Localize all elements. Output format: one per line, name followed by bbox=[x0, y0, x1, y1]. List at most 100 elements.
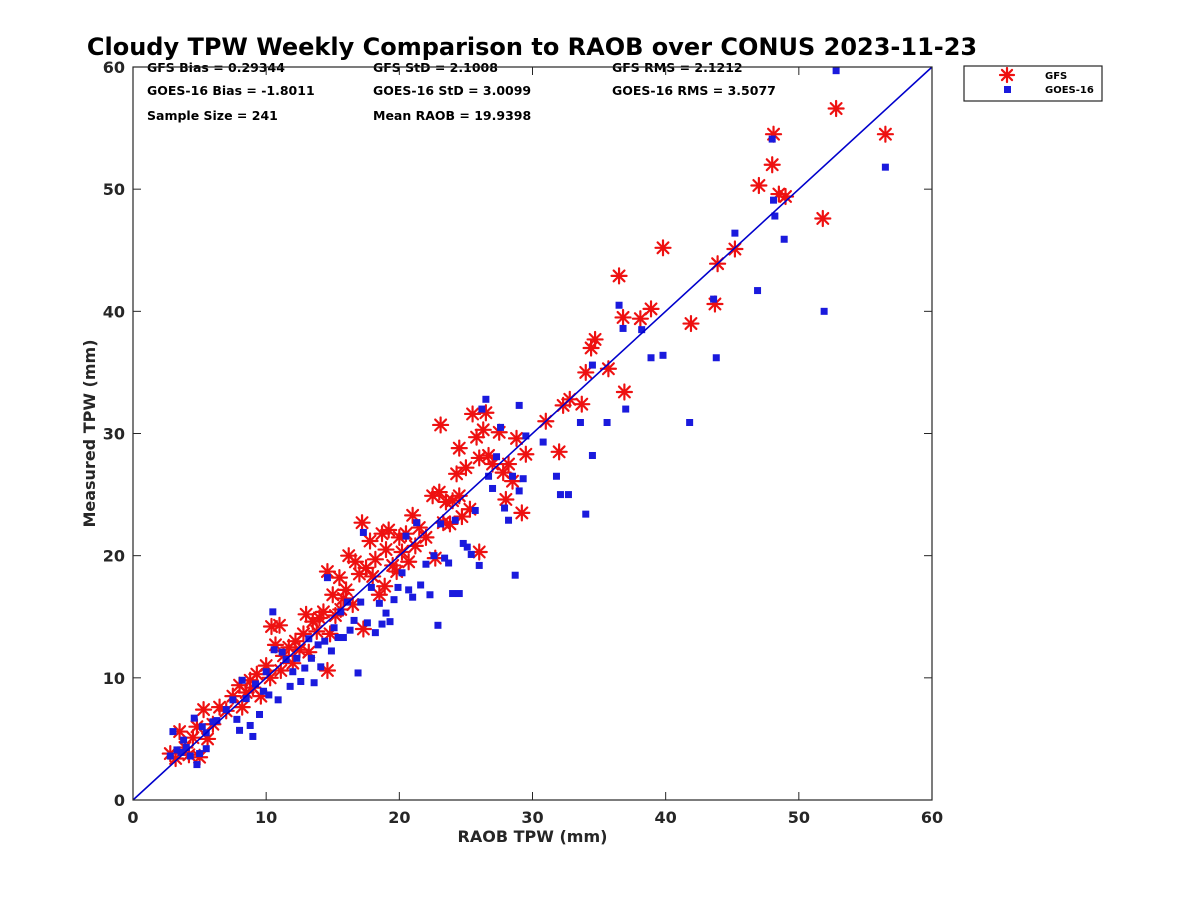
goes-16-point bbox=[378, 620, 386, 628]
goes-16-point bbox=[173, 746, 181, 754]
goes-16-point bbox=[169, 728, 177, 736]
goes-16-point bbox=[386, 618, 394, 626]
goes-16-point bbox=[430, 552, 438, 560]
gfs-point bbox=[330, 569, 349, 587]
goes-16-point bbox=[323, 574, 331, 582]
gfs-point bbox=[400, 553, 418, 571]
gfs-point bbox=[404, 506, 422, 524]
x-tick-label: 0 bbox=[127, 808, 138, 827]
legend-gfs-marker bbox=[998, 66, 1016, 84]
goes-16-point bbox=[343, 598, 351, 606]
gfs-point bbox=[573, 395, 591, 413]
goes-16-point bbox=[409, 593, 417, 601]
goes-16-point bbox=[398, 569, 406, 577]
goes-16-point bbox=[780, 235, 788, 243]
goes-16-point bbox=[357, 598, 365, 606]
goes-16-point bbox=[330, 624, 338, 632]
gfs-point bbox=[270, 616, 289, 634]
goes-16-point bbox=[367, 583, 375, 591]
goes-16-point bbox=[552, 472, 560, 480]
goes-16-point bbox=[451, 516, 459, 524]
goes-16-point bbox=[754, 287, 762, 295]
goes-16-point bbox=[832, 67, 840, 75]
gfs-point bbox=[364, 567, 382, 586]
goes-16-point bbox=[588, 361, 596, 369]
goes-16-point bbox=[710, 295, 718, 303]
goes-16-point bbox=[445, 559, 453, 567]
goes-16-point bbox=[471, 506, 479, 514]
goes-16-point bbox=[193, 761, 201, 769]
gfs-point bbox=[361, 532, 379, 550]
goes-16-point bbox=[270, 646, 278, 654]
x-tick-label: 60 bbox=[921, 808, 943, 827]
goes-16-point bbox=[413, 519, 421, 527]
gfs-point bbox=[337, 581, 355, 599]
goes-16-point bbox=[564, 491, 572, 499]
goes-16-point bbox=[603, 419, 611, 427]
goes-16-point bbox=[327, 647, 335, 655]
goes-16-point bbox=[522, 432, 530, 440]
gfs-point bbox=[314, 603, 333, 621]
goes-16-point bbox=[269, 608, 277, 616]
goes-16-point bbox=[278, 648, 286, 656]
goes-16-point bbox=[359, 528, 367, 536]
goes-16-point bbox=[619, 324, 627, 332]
goes-16-point bbox=[186, 752, 194, 760]
goes-16-point bbox=[238, 676, 246, 684]
gfs-point bbox=[297, 605, 315, 623]
goes-16-point bbox=[198, 723, 206, 731]
goes-16-point bbox=[449, 590, 457, 598]
goes-16-point bbox=[390, 596, 398, 604]
goes-16-point bbox=[242, 695, 250, 703]
gfs-point bbox=[682, 314, 700, 333]
gfs-point bbox=[366, 550, 384, 568]
gfs-point bbox=[814, 209, 832, 228]
gfs-point bbox=[770, 185, 788, 203]
goes-16-point bbox=[293, 654, 301, 662]
gfs-point bbox=[294, 625, 313, 643]
goes-16-point bbox=[515, 487, 523, 495]
goes-16-point bbox=[246, 721, 254, 729]
goes-16-point bbox=[202, 745, 210, 753]
gfs-point bbox=[467, 428, 486, 446]
goes-16-point bbox=[434, 621, 442, 629]
series-gfs bbox=[161, 99, 894, 768]
goes-16-point bbox=[382, 609, 390, 617]
gfs-point bbox=[654, 239, 672, 257]
y-axis-label: Measured TPW (mm) bbox=[80, 339, 99, 527]
stat-text: Mean RAOB = 19.9398 bbox=[373, 108, 531, 123]
goes-16-point bbox=[375, 599, 383, 607]
goes-16-point bbox=[180, 736, 188, 744]
gfs-point bbox=[430, 483, 448, 501]
gfs-point bbox=[353, 514, 371, 532]
goes-16-point bbox=[289, 668, 297, 676]
stat-text: GOES-16 StD = 3.0099 bbox=[373, 83, 531, 98]
one-to-one-line bbox=[132, 66, 933, 801]
x-tick-label: 10 bbox=[255, 808, 277, 827]
gfs-point bbox=[513, 504, 531, 522]
legend-goes-16-marker bbox=[1004, 86, 1011, 93]
goes-16-point bbox=[615, 301, 623, 309]
goes-16-point bbox=[190, 714, 198, 722]
axis-ticks: 0 10 20 30 40 50 60 0 10 20 30 40 50 60 bbox=[103, 58, 943, 827]
goes-16-point bbox=[539, 438, 547, 446]
goes-16-point bbox=[582, 510, 590, 518]
goes-16-point bbox=[346, 626, 354, 634]
goes-16-point bbox=[222, 706, 230, 714]
goes-16-point bbox=[286, 682, 294, 690]
stat-text: GOES-16 RMS = 3.5077 bbox=[612, 83, 776, 98]
goes-16-point bbox=[771, 212, 779, 220]
goes-16-point bbox=[317, 663, 325, 671]
gfs-point bbox=[499, 455, 518, 473]
gfs-point bbox=[463, 405, 482, 423]
goes-16-point bbox=[455, 590, 463, 598]
goes-16-point bbox=[196, 750, 204, 758]
gfs-point bbox=[503, 472, 522, 490]
goes-16-point bbox=[354, 669, 362, 677]
goes-16-point bbox=[229, 696, 237, 704]
gfs-point bbox=[417, 528, 435, 546]
gfs-point bbox=[550, 443, 568, 461]
goes-16-point bbox=[426, 591, 434, 599]
gfs-point bbox=[497, 490, 515, 509]
goes-16-point bbox=[467, 550, 475, 558]
